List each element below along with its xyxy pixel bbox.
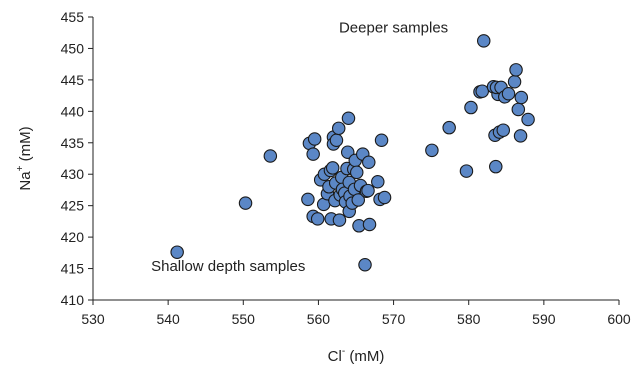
data-point [310, 212, 325, 226]
data-point [350, 165, 364, 180]
y-tick-label: 420 [61, 229, 85, 245]
data-point [507, 75, 522, 89]
annotations: Deeper samples Shallow depth samples [151, 20, 448, 275]
data-point [442, 120, 456, 135]
data-point [362, 217, 377, 232]
data-points [170, 34, 535, 272]
data-point [329, 133, 344, 148]
x-ticks: 530 540 550 560 570 580 590 600 [81, 300, 631, 327]
data-point [374, 133, 389, 148]
annotation-label: Shallow depth samples [151, 258, 305, 275]
data-point [306, 147, 320, 161]
data-point [362, 155, 376, 170]
axes [92, 17, 619, 301]
data-point [371, 175, 385, 189]
y-tick-label: 425 [61, 198, 85, 214]
data-point [459, 164, 474, 178]
y-tick-label: 430 [61, 166, 85, 182]
y-axis-title-sup: + [15, 165, 26, 171]
data-point [351, 193, 366, 207]
y-axis-title-unit: (mM) [17, 126, 34, 165]
x-tick-label: 570 [382, 311, 406, 327]
data-point [509, 63, 523, 77]
data-point [476, 34, 491, 48]
data-point [332, 213, 347, 227]
data-point [464, 100, 478, 115]
data-point [341, 111, 356, 126]
y-tick-label: 440 [61, 103, 85, 119]
data-point [377, 190, 392, 205]
data-point [358, 258, 372, 272]
data-point [263, 149, 278, 163]
data-point [501, 86, 516, 101]
y-axis-title-base: Na [17, 171, 34, 191]
data-point [425, 143, 439, 158]
data-point [514, 90, 529, 105]
y-tick-label: 450 [61, 40, 85, 56]
y-tick-label: 415 [61, 261, 85, 277]
x-axis-title-unit: (mM) [345, 348, 384, 365]
data-point [325, 161, 340, 175]
y-tick-label: 445 [61, 72, 85, 88]
x-tick-label: 540 [156, 311, 180, 327]
x-axis-title-sup: - [342, 346, 345, 357]
data-point [301, 192, 315, 207]
data-point [521, 112, 535, 127]
y-tick-label: 455 [61, 9, 85, 25]
x-tick-label: 590 [532, 311, 556, 327]
x-tick-label: 580 [457, 311, 481, 327]
data-point [361, 183, 375, 198]
data-point [511, 102, 526, 117]
data-point [496, 123, 511, 137]
data-point [489, 159, 503, 174]
y-tick-label: 410 [61, 292, 85, 308]
data-point [307, 132, 322, 146]
x-tick-label: 550 [232, 311, 256, 327]
y-ticks: 410 415 420 425 430 435 440 445 450 455 [61, 9, 93, 308]
x-axis-title-base: Cl [328, 348, 342, 365]
annotation-label: Deeper samples [339, 20, 448, 37]
x-tick-label: 530 [81, 311, 105, 327]
data-point [513, 129, 528, 143]
data-point [238, 196, 253, 210]
data-point [475, 84, 489, 98]
data-point [331, 121, 346, 136]
y-axis-title: Na+ (mM) [15, 126, 34, 190]
y-tick-label: 435 [61, 135, 85, 151]
x-axis-title: Cl- (mM) [328, 346, 385, 365]
x-tick-label: 560 [307, 311, 331, 327]
x-tick-label: 600 [607, 311, 631, 327]
data-point [170, 245, 184, 259]
